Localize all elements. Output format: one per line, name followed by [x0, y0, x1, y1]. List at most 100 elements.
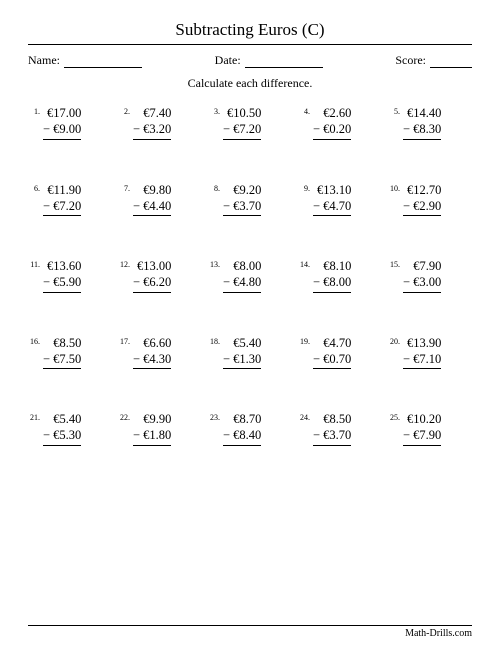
problem: 7.€9.80− €4.40: [118, 182, 202, 217]
subtrahend: − €1.80: [133, 427, 171, 443]
answer-rule: [223, 445, 261, 446]
score-field: Score:: [395, 53, 472, 68]
subtrahend: − €3.70: [223, 198, 261, 214]
problem-number: 11.: [28, 258, 40, 269]
minuend: €10.50: [223, 105, 261, 121]
problem: 23.€8.70− €8.40: [208, 411, 292, 446]
answer-rule: [403, 139, 441, 140]
minuend: €12.70: [403, 182, 441, 198]
problem: 10.€12.70− €2.90: [388, 182, 472, 217]
problem-body: €8.10− €8.00: [313, 258, 351, 293]
name-blank[interactable]: [64, 56, 142, 68]
minuend: €8.50: [43, 335, 81, 351]
problem: 14.€8.10− €8.00: [298, 258, 382, 293]
problem-number: 8.: [208, 182, 220, 193]
subtrahend: − €8.00: [313, 274, 351, 290]
answer-rule: [43, 368, 81, 369]
minuend: €2.60: [313, 105, 351, 121]
answer-rule: [223, 368, 261, 369]
problem-body: €13.60− €5.90: [43, 258, 81, 293]
problem-body: €7.40− €3.20: [133, 105, 171, 140]
subtrahend: − €7.90: [403, 427, 441, 443]
problem-body: €11.90− €7.20: [43, 182, 81, 217]
problem-number: 1.: [28, 105, 40, 116]
minuend: €13.10: [313, 182, 351, 198]
minuend: €6.60: [133, 335, 171, 351]
minuend: €10.20: [403, 411, 441, 427]
minuend: €7.90: [403, 258, 441, 274]
answer-rule: [133, 215, 171, 216]
answer-rule: [223, 292, 261, 293]
problem-body: €9.20− €3.70: [223, 182, 261, 217]
problem-number: 10.: [388, 182, 400, 193]
problem: 20.€13.90− €7.10: [388, 335, 472, 370]
problem-body: €4.70− €0.70: [313, 335, 351, 370]
subtrahend: − €7.10: [403, 351, 441, 367]
minuend: €8.50: [313, 411, 351, 427]
problem: 19.€4.70− €0.70: [298, 335, 382, 370]
subtrahend: − €3.70: [313, 427, 351, 443]
problem-number: 20.: [388, 335, 400, 346]
subtrahend: − €8.30: [403, 121, 441, 137]
subtrahend: − €0.70: [313, 351, 351, 367]
problem: 21.€5.40− €5.30: [28, 411, 112, 446]
answer-rule: [133, 292, 171, 293]
minuend: €5.40: [223, 335, 261, 351]
header-row: Name: Date: Score:: [28, 53, 472, 68]
problem-body: €8.70− €8.40: [223, 411, 261, 446]
problem-body: €13.90− €7.10: [403, 335, 441, 370]
answer-rule: [403, 445, 441, 446]
problem: 4.€2.60− €0.20: [298, 105, 382, 140]
problem-body: €5.40− €5.30: [43, 411, 81, 446]
problem: 22.€9.90− €1.80: [118, 411, 202, 446]
subtrahend: − €0.20: [313, 121, 351, 137]
problem-body: €8.00− €4.80: [223, 258, 261, 293]
minuend: €13.60: [43, 258, 81, 274]
problem-body: €12.70− €2.90: [403, 182, 441, 217]
subtrahend: − €3.00: [403, 274, 441, 290]
problem: 11.€13.60− €5.90: [28, 258, 112, 293]
answer-rule: [313, 292, 351, 293]
subtrahend: − €4.80: [223, 274, 261, 290]
problem-number: 2.: [118, 105, 130, 116]
problem: 9.€13.10− €4.70: [298, 182, 382, 217]
answer-rule: [313, 139, 351, 140]
problem: 24.€8.50− €3.70: [298, 411, 382, 446]
subtrahend: − €7.20: [223, 121, 261, 137]
problem-body: €9.80− €4.40: [133, 182, 171, 217]
subtrahend: − €5.30: [43, 427, 81, 443]
subtrahend: − €9.00: [43, 121, 81, 137]
minuend: €13.00: [133, 258, 171, 274]
score-label: Score:: [395, 53, 426, 68]
minuend: €9.80: [133, 182, 171, 198]
problem: 15.€7.90− €3.00: [388, 258, 472, 293]
problem: 18.€5.40− €1.30: [208, 335, 292, 370]
minuend: €14.40: [403, 105, 441, 121]
problem-body: €9.90− €1.80: [133, 411, 171, 446]
date-blank[interactable]: [245, 56, 323, 68]
answer-rule: [133, 445, 171, 446]
name-label: Name:: [28, 53, 60, 68]
answer-rule: [43, 292, 81, 293]
answer-rule: [43, 215, 81, 216]
problem-number: 22.: [118, 411, 130, 422]
problem: 13.€8.00− €4.80: [208, 258, 292, 293]
problem-number: 7.: [118, 182, 130, 193]
problem: 5.€14.40− €8.30: [388, 105, 472, 140]
minuend: €8.10: [313, 258, 351, 274]
answer-rule: [313, 445, 351, 446]
subtrahend: − €8.40: [223, 427, 261, 443]
minuend: €9.90: [133, 411, 171, 427]
subtrahend: − €3.20: [133, 121, 171, 137]
problem-number: 23.: [208, 411, 220, 422]
score-blank[interactable]: [430, 56, 472, 68]
problem: 17.€6.60− €4.30: [118, 335, 202, 370]
problem-body: €8.50− €7.50: [43, 335, 81, 370]
problem-body: €13.10− €4.70: [313, 182, 351, 217]
problem-number: 16.: [28, 335, 40, 346]
problem-number: 4.: [298, 105, 310, 116]
problem-body: €7.90− €3.00: [403, 258, 441, 293]
problem-number: 21.: [28, 411, 40, 422]
problem-body: €8.50− €3.70: [313, 411, 351, 446]
subtrahend: − €4.40: [133, 198, 171, 214]
